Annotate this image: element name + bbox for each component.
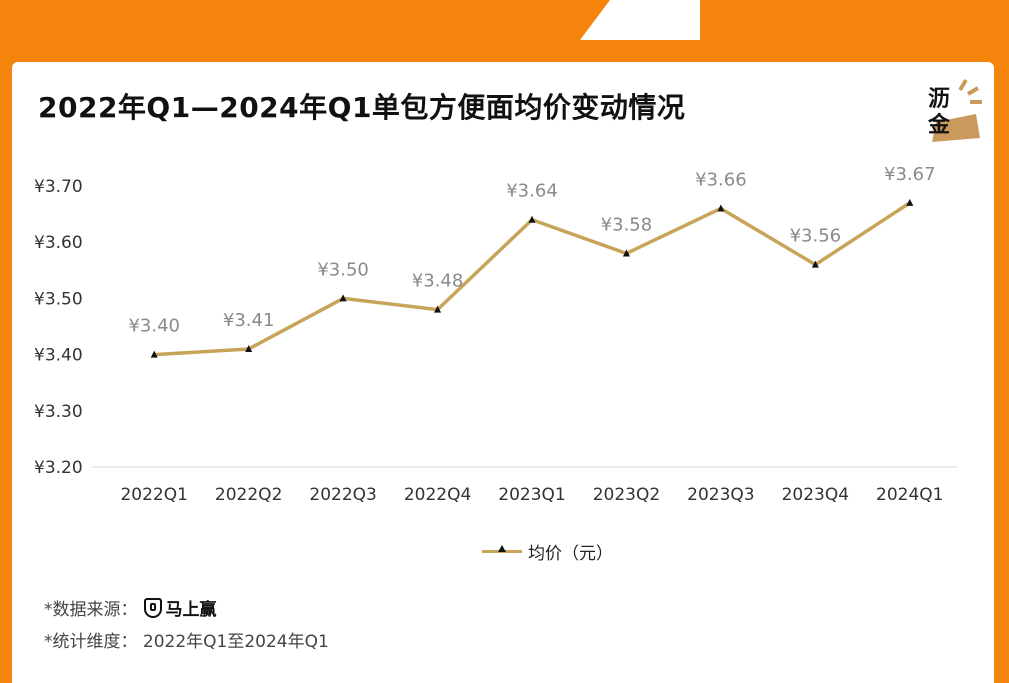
data-point — [528, 215, 536, 223]
source-brand: 马上赢 — [143, 595, 217, 620]
data-point — [906, 198, 914, 206]
data-point — [339, 294, 347, 302]
range-note: *统计维度： 2022年Q1至2024年Q1 — [44, 632, 329, 652]
y-tick-label: ¥3.30 — [34, 402, 83, 422]
data-point — [434, 305, 442, 313]
data-label: ¥3.56 — [790, 226, 842, 247]
logo-char-2: 金 — [927, 112, 951, 138]
data-label: ¥3.40 — [128, 316, 180, 337]
chart-card: 2022年Q1—2024年Q1单包方便面均价变动情况 沥 金 ¥3.20 ¥3.3… — [12, 62, 994, 683]
data-label: ¥3.48 — [412, 271, 464, 292]
y-tick-label: ¥3.50 — [34, 289, 83, 309]
y-tick-label: ¥3.60 — [34, 233, 83, 253]
y-tick-label: ¥3.20 — [34, 458, 83, 478]
data-point — [622, 249, 630, 257]
header-notch-shape — [580, 0, 700, 40]
data-point — [811, 260, 819, 268]
source-label: *数据来源： — [44, 600, 138, 620]
data-label: ¥3.50 — [317, 259, 369, 280]
x-tick-label: 2024Q1 — [876, 485, 943, 505]
x-tick-label: 2023Q2 — [593, 485, 660, 505]
x-tick-label: 2023Q1 — [498, 485, 565, 505]
data-point — [245, 344, 253, 352]
source-note: *数据来源： 马上赢 — [44, 595, 217, 620]
data-label: ¥3.66 — [695, 169, 747, 190]
y-tick-label: ¥3.40 — [34, 346, 83, 366]
x-tick-label: 2023Q4 — [782, 485, 849, 505]
logo-char-1: 沥 — [928, 87, 950, 112]
data-point — [150, 350, 158, 358]
data-label: ¥3.41 — [223, 310, 275, 331]
chart-title: 2022年Q1—2024年Q1单包方便面均价变动情况 — [38, 91, 686, 124]
x-tick-label: 2022Q4 — [404, 485, 471, 505]
y-tick-label: ¥3.70 — [34, 177, 83, 197]
data-label: ¥3.67 — [884, 164, 936, 185]
source-brand-name: 马上赢 — [165, 600, 217, 620]
line-chart: ¥3.20 ¥3.30 ¥3.40 ¥3.50 ¥3.60 ¥3.70 2022Q1 2022… — [34, 164, 957, 505]
legend-swatch — [482, 545, 522, 553]
data-label: ¥3.64 — [506, 181, 558, 202]
legend: 均价（元） — [482, 539, 613, 564]
x-tick-label: 2022Q2 — [215, 485, 282, 505]
lijin-logo: 沥 金 — [927, 78, 982, 142]
data-label: ¥3.58 — [601, 214, 653, 235]
x-tick-label: 2022Q3 — [309, 485, 376, 505]
x-tick-label: 2023Q3 — [687, 485, 754, 505]
legend-label: 均价（元） — [528, 544, 613, 564]
x-tick-label: 2022Q1 — [120, 485, 187, 505]
shield-logo-icon — [143, 597, 162, 618]
data-point — [717, 204, 725, 212]
